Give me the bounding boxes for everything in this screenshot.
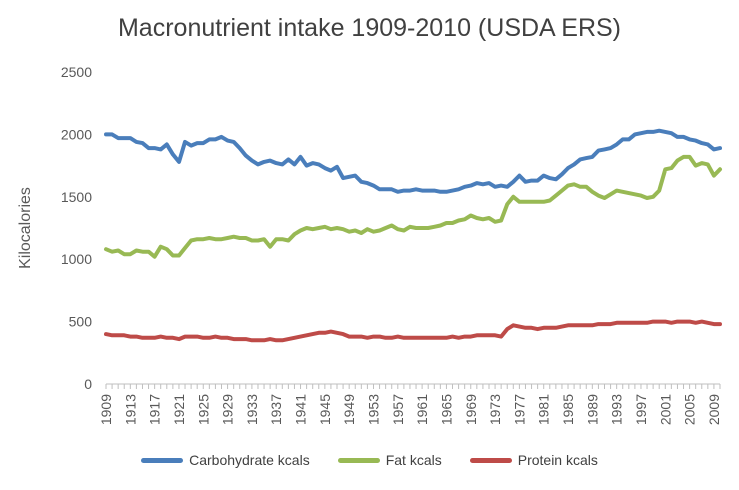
legend-swatch bbox=[337, 457, 380, 463]
legend-swatch bbox=[141, 457, 184, 463]
legend-label: Carbohydrate kcals bbox=[189, 452, 310, 468]
x-tick-label: 1953 bbox=[365, 394, 381, 425]
x-tick-label: 1989 bbox=[584, 394, 600, 425]
y-tick-label: 1000 bbox=[61, 251, 92, 267]
x-tick-label: 1933 bbox=[244, 394, 260, 425]
series-line-1 bbox=[104, 128, 722, 194]
x-tick-label: 1961 bbox=[414, 394, 430, 425]
x-tick-label: 1997 bbox=[633, 394, 649, 425]
x-tick-label: 1909 bbox=[98, 394, 114, 425]
series-line-3 bbox=[104, 319, 722, 343]
chart-legend: Carbohydrate kcals Fat kcals Protein kcals bbox=[0, 452, 739, 468]
y-tick-label: 2000 bbox=[61, 126, 92, 142]
x-tick-label: 2005 bbox=[682, 394, 698, 425]
chart-title: Macronutrient intake 1909-2010 (USDA ERS… bbox=[117, 14, 622, 42]
x-tick-label: 1937 bbox=[268, 394, 284, 425]
legend-swatch bbox=[469, 457, 512, 463]
x-tick-label: 1913 bbox=[122, 394, 138, 425]
y-tick-label: 0 bbox=[84, 376, 92, 392]
x-tick-label: 1969 bbox=[463, 394, 479, 425]
series-line-2 bbox=[104, 154, 722, 259]
legend-item: Protein kcals bbox=[469, 452, 598, 468]
x-tick-label: 1965 bbox=[438, 394, 454, 425]
legend-label: Fat kcals bbox=[385, 452, 442, 468]
y-tick-label: 1500 bbox=[61, 189, 92, 205]
x-tick-label: 1921 bbox=[171, 394, 187, 425]
x-tick-label: 1957 bbox=[390, 394, 406, 425]
y-tick-label: 500 bbox=[69, 314, 93, 330]
y-tick-label: 2500 bbox=[61, 64, 92, 80]
x-tick-label: 1917 bbox=[147, 394, 163, 425]
legend-label: Protein kcals bbox=[517, 452, 598, 468]
x-tick-label: 2001 bbox=[657, 394, 673, 425]
x-tick-label: 1973 bbox=[487, 394, 503, 425]
x-tick-label: 1993 bbox=[609, 394, 625, 425]
x-tick-label: 1985 bbox=[560, 394, 576, 425]
x-tick-label: 1981 bbox=[536, 394, 552, 425]
legend-item: Fat kcals bbox=[337, 452, 442, 468]
x-tick-label: 2009 bbox=[706, 394, 722, 425]
x-tick-label: 1929 bbox=[220, 394, 236, 425]
x-tick-label: 1925 bbox=[195, 394, 211, 425]
legend-item: Carbohydrate kcals bbox=[141, 452, 310, 468]
x-tick-label: 1945 bbox=[317, 394, 333, 425]
y-axis-label: Kilocalories bbox=[17, 187, 34, 269]
x-tick-label: 1941 bbox=[293, 394, 309, 425]
x-tick-label: 1949 bbox=[341, 394, 357, 425]
x-tick-label: 1977 bbox=[511, 394, 527, 425]
